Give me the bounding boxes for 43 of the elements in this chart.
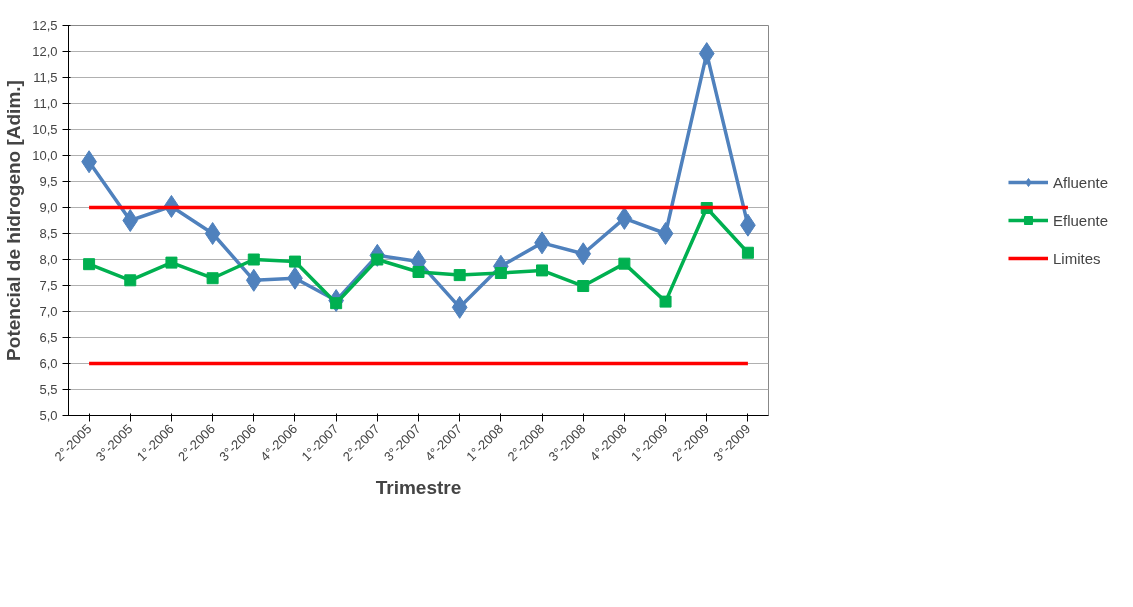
y-tick-label: 9,0 xyxy=(39,200,58,215)
y-tick-label: 11,5 xyxy=(33,70,58,85)
y-tick-label: 12,0 xyxy=(32,44,58,59)
y-tick-label: 7,0 xyxy=(39,304,58,319)
point xyxy=(83,258,96,271)
legend-label: Efluente xyxy=(1052,211,1109,229)
y-tick-label: 10,0 xyxy=(32,148,58,163)
point xyxy=(412,265,425,278)
y-tick-label: 11,0 xyxy=(33,96,58,111)
y-tick-label: 12,5 xyxy=(32,18,58,33)
point xyxy=(453,269,466,282)
point xyxy=(698,42,715,66)
y-tick-label: 8,0 xyxy=(39,252,58,267)
point xyxy=(204,222,221,245)
legend-label: Afluente xyxy=(1052,173,1109,191)
point xyxy=(616,206,633,230)
point xyxy=(659,295,672,308)
point xyxy=(618,257,631,270)
point xyxy=(451,295,468,319)
point xyxy=(122,209,139,232)
y-tick-label: 6,5 xyxy=(39,330,58,345)
legend-label: Limites xyxy=(1052,249,1101,267)
point xyxy=(577,280,590,293)
point xyxy=(741,246,754,259)
point xyxy=(247,253,260,266)
y-tick-label: 10,5 xyxy=(32,122,58,137)
y-tick-label: 5,0 xyxy=(39,408,58,423)
point xyxy=(494,267,507,280)
point xyxy=(245,268,262,292)
point xyxy=(536,264,549,277)
point xyxy=(288,255,301,268)
y-tick-label: 8,5 xyxy=(39,226,58,241)
y-tick-label: 5,5 xyxy=(39,382,58,397)
point xyxy=(657,222,674,245)
point xyxy=(206,272,219,285)
point xyxy=(124,274,137,287)
y-tick-label: 6,0 xyxy=(39,356,58,371)
point xyxy=(575,242,592,266)
point xyxy=(165,256,178,269)
x-axis-title: Trimestre xyxy=(375,477,462,499)
y-axis-title: Potencial de hidrogeno [Adim.] xyxy=(3,80,25,361)
y-tick-label: 9,5 xyxy=(39,174,58,189)
y-tick-label: 7,5 xyxy=(39,278,58,293)
